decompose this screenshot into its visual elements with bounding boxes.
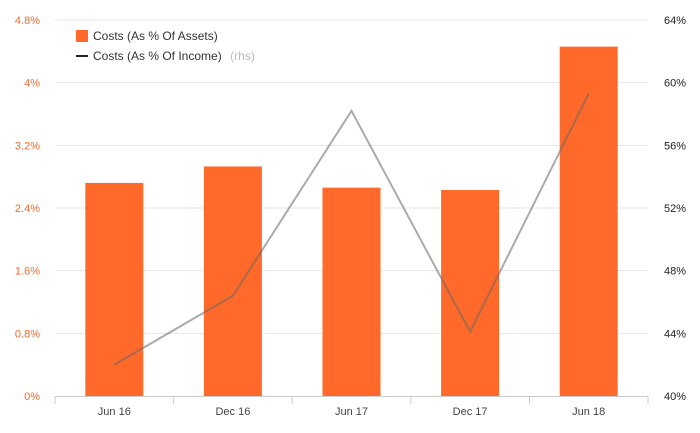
legend-line-note: (rhs) <box>230 49 255 63</box>
bar <box>559 46 618 397</box>
x-tick-label: Jun 16 <box>98 406 131 418</box>
right-axis-ticks: 40% 44% 48% 52% 56% 60% 64% <box>664 15 686 403</box>
x-tick-label: Dec 17 <box>453 406 488 418</box>
legend-swatch-bar <box>76 30 88 42</box>
right-tick-label: 56% <box>664 140 686 152</box>
series-line <box>113 93 590 366</box>
right-tick-label: 40% <box>664 391 686 403</box>
line-series <box>113 93 590 366</box>
legend-label-line: Costs (As % Of Income) (rhs) <box>93 47 255 64</box>
bar <box>85 182 144 396</box>
left-tick-label: 0% <box>24 391 40 403</box>
legend-line-name: Costs (As % Of Income) <box>93 49 222 63</box>
x-axis: Jun 16 Dec 16 Jun 17 Dec 17 Jun 18 <box>54 396 649 418</box>
left-tick-label: 2.4% <box>15 203 40 215</box>
left-tick-label: 1.6% <box>15 266 40 278</box>
legend-label-bar: Costs (As % Of Assets) <box>93 29 218 43</box>
x-tick-label: Jun 17 <box>335 406 368 418</box>
x-tick-label: Jun 18 <box>572 406 605 418</box>
right-tick-label: 48% <box>664 266 686 278</box>
bar <box>322 187 381 396</box>
left-tick-label: 4.8% <box>15 15 40 27</box>
left-tick-label: 3.2% <box>15 140 40 152</box>
x-tick-label: Dec 16 <box>215 406 250 418</box>
right-tick-label: 44% <box>664 328 686 340</box>
bar-series <box>85 46 618 397</box>
right-tick-label: 64% <box>664 15 686 27</box>
right-tick-label: 52% <box>664 203 686 215</box>
right-tick-label: 60% <box>664 78 686 90</box>
bar <box>203 166 262 396</box>
left-tick-label: 4% <box>24 78 40 90</box>
left-tick-label: 0.8% <box>15 328 40 340</box>
left-axis-ticks: 0% 0.8% 1.6% 2.4% 3.2% 4% 4.8% <box>15 15 40 403</box>
legend: Costs (As % Of Assets) Costs (As % Of In… <box>76 29 255 64</box>
legend-swatch-line <box>76 55 88 57</box>
